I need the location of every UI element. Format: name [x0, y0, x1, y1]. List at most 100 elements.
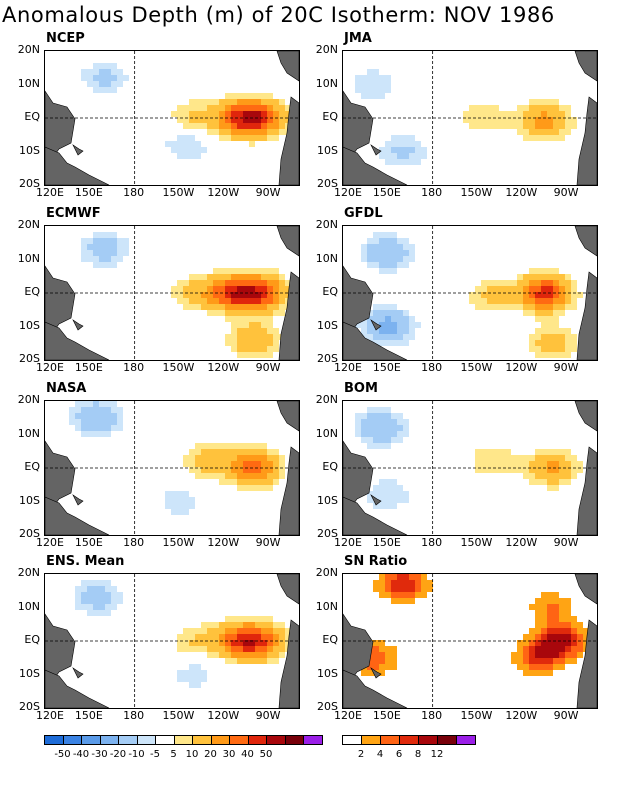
heatmap-cell [105, 256, 111, 262]
x-tick-label: 120E [334, 709, 362, 722]
colorbar-swatch [44, 735, 64, 745]
heatmap-cell [243, 105, 249, 111]
heatmap-cell [267, 634, 273, 640]
heatmap-cell [261, 449, 267, 455]
y-tick-label: 20N [315, 43, 338, 56]
heatmap-cell [565, 622, 571, 628]
heatmap-cell [93, 256, 99, 262]
heatmap-cell [553, 473, 559, 479]
heatmap-cell [541, 135, 547, 141]
panel-title: GFDL [344, 206, 383, 221]
heatmap-cell [385, 141, 391, 147]
heatmap-cell [279, 105, 285, 111]
heatmap-cell [225, 455, 231, 461]
heatmap-cell [541, 670, 547, 676]
heatmap-cell [517, 298, 523, 304]
heatmap-cell [541, 622, 547, 628]
x-tick-label: 150E [372, 186, 401, 199]
heatmap-cell [261, 280, 267, 286]
heatmap-cell [565, 634, 571, 640]
heatmap-cell [397, 141, 403, 147]
heatmap-cell [261, 640, 267, 646]
heatmap-cell [535, 640, 541, 646]
heatmap-cell [535, 286, 541, 292]
y-tick-label: EQ [322, 285, 338, 298]
heatmap-cell [267, 622, 273, 628]
heatmap-cell [541, 652, 547, 658]
heatmap-cell [523, 473, 529, 479]
heatmap-cell [367, 334, 373, 340]
colorbar-swatch [192, 735, 212, 745]
heatmap-cell [403, 592, 409, 598]
heatmap-cell [255, 634, 261, 640]
heatmap-cell [255, 485, 261, 491]
heatmap-cell [529, 129, 535, 135]
heatmap-cell [475, 105, 481, 111]
heatmap-cell [559, 304, 565, 310]
heatmap-cell [469, 105, 475, 111]
heatmap-cell [385, 592, 391, 598]
heatmap-cell [373, 413, 379, 419]
heatmap-cell [391, 328, 397, 334]
heatmap-cell [535, 117, 541, 123]
heatmap-cell [571, 473, 577, 479]
heatmap-cell [559, 129, 565, 135]
y-tick-label: 10S [19, 143, 40, 157]
heatmap-cell [475, 117, 481, 123]
colorbar-label: -5 [150, 749, 160, 760]
heatmap-cell [219, 99, 225, 105]
heatmap-cell [529, 310, 535, 316]
heatmap-cell [391, 268, 397, 274]
heatmap-cell [225, 461, 231, 467]
heatmap-cell [237, 334, 243, 340]
heatmap-cell [117, 425, 123, 431]
heatmap-cell [517, 304, 523, 310]
heatmap-cell [93, 81, 99, 87]
heatmap-cell [529, 664, 535, 670]
heatmap-cell [237, 652, 243, 658]
heatmap-cell [535, 304, 541, 310]
heatmap-cell [225, 129, 231, 135]
heatmap-cell [529, 479, 535, 485]
heatmap-cell [379, 485, 385, 491]
heatmap-cell [195, 286, 201, 292]
heatmap-cell [409, 256, 415, 262]
heatmap-cell [249, 93, 255, 99]
heatmap-cell [517, 286, 523, 292]
heatmap-cell [111, 407, 117, 413]
heatmap-cell [231, 334, 237, 340]
heatmap-cell [249, 141, 255, 147]
heatmap-cell [243, 449, 249, 455]
heatmap-cell [571, 334, 577, 340]
heatmap-cell [379, 238, 385, 244]
heatmap-cell [117, 238, 123, 244]
heatmap-cell [117, 592, 123, 598]
heatmap-cell [475, 111, 481, 117]
heatmap-cell [367, 87, 373, 93]
heatmap-cell [183, 461, 189, 467]
heatmap-cell [535, 449, 541, 455]
heatmap-cell [117, 250, 123, 256]
x-tick-label: 120E [36, 536, 64, 549]
heatmap-cell [403, 497, 409, 503]
land-mass [45, 146, 110, 185]
heatmap-cell [237, 298, 243, 304]
heatmap-cell [373, 340, 379, 346]
heatmap-cell [255, 286, 261, 292]
heatmap-cell [547, 604, 553, 610]
heatmap-cell [231, 473, 237, 479]
heatmap-cell [213, 99, 219, 105]
heatmap-cell [195, 646, 201, 652]
heatmap-cell [571, 123, 577, 129]
heatmap-cell [397, 340, 403, 346]
heatmap-cell [279, 129, 285, 135]
heatmap-cell [487, 292, 493, 298]
y-tick-label: 20N [315, 218, 338, 231]
heatmap-cell [529, 652, 535, 658]
heatmap-cell [559, 604, 565, 610]
heatmap-cell [87, 75, 93, 81]
land-mass [72, 667, 84, 679]
heatmap-cell [237, 616, 243, 622]
heatmap-cell [171, 509, 177, 515]
heatmap-cell [261, 628, 267, 634]
